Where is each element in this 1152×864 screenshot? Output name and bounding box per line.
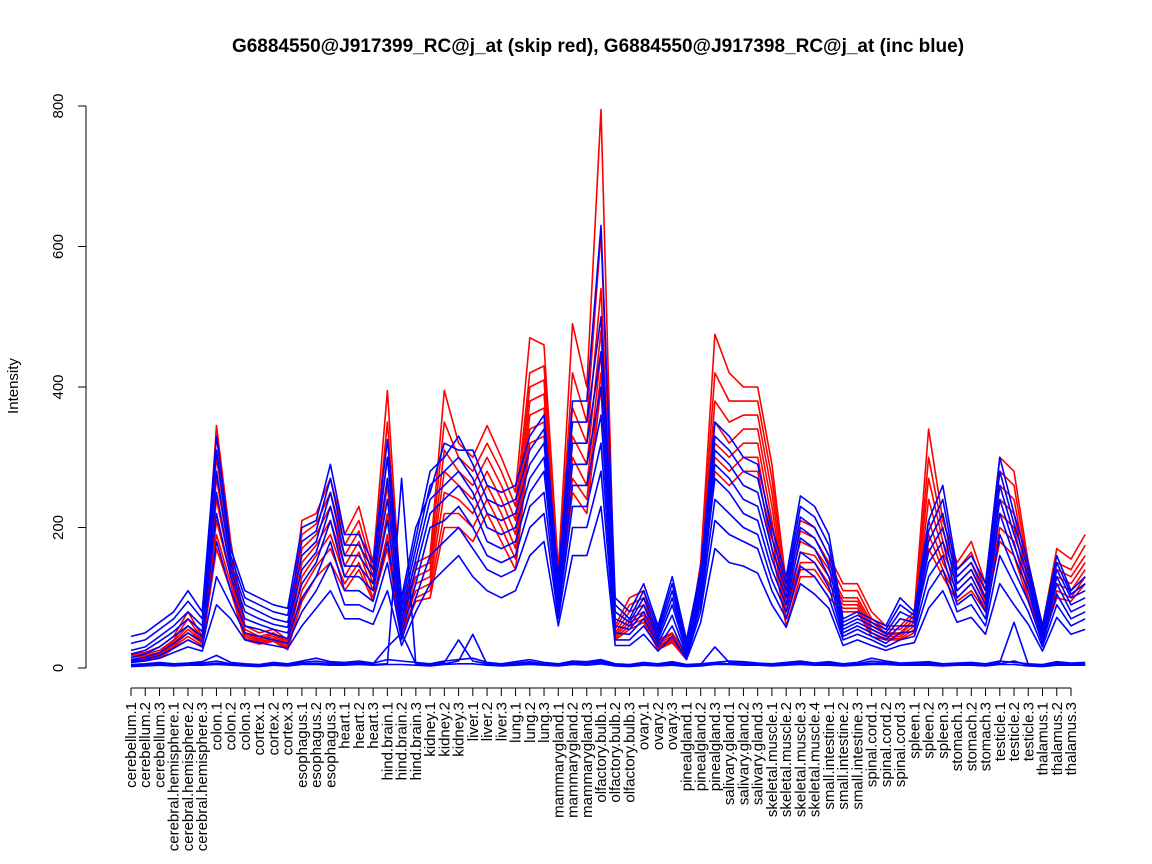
y-axis-label: Intensity [5, 358, 22, 414]
x-tick-label: salivary.gland.1 [721, 702, 738, 805]
x-tick-label: olfactory.bulb.1 [593, 702, 610, 803]
x-tick-label: heart.3 [365, 702, 382, 749]
x-tick-label: colon.1 [208, 702, 225, 750]
x-tick-label: liver.3 [493, 702, 510, 741]
inc-series-line-8 [130, 315, 1086, 645]
x-tick-label: salivary.gland.2 [735, 702, 752, 805]
x-tick-label: cerebellum.2 [137, 702, 154, 788]
y-tick-label: 600 [50, 234, 67, 259]
x-tick-label: testicle.1 [992, 702, 1009, 761]
x-tick-label: cortex.3 [280, 702, 297, 755]
x-tick-label: cerebral.hemisphere.2 [180, 702, 197, 851]
x-tick-label: cerebellum.1 [123, 702, 140, 788]
x-tick-label: testicle.3 [1020, 702, 1037, 761]
x-tick-label: liver.1 [465, 702, 482, 741]
x-tick-label: spleen.2 [921, 702, 938, 759]
x-tick-label: spinal.cord.1 [864, 702, 881, 787]
y-tick-label: 400 [50, 374, 67, 399]
x-tick-label: thalamus.2 [1049, 702, 1066, 775]
inc-series-line-11 [130, 414, 1086, 659]
x-tick-label: cortex.1 [251, 702, 268, 755]
x-tick-label: small.intestine.3 [849, 702, 866, 810]
x-tick-label: mammarygland.2 [565, 702, 582, 818]
x-tick-label: hind.brain.1 [379, 702, 396, 780]
x-tick-label: thalamus.1 [1035, 702, 1052, 775]
x-tick-label: salivary.gland.3 [750, 702, 767, 805]
x-tick-label: hind.brain.2 [394, 702, 411, 780]
x-tick-label: olfactory.bulb.3 [621, 702, 638, 803]
inc-series-line-7 [130, 224, 1086, 641]
x-tick-label: olfactory.bulb.2 [607, 702, 624, 803]
inc-series-line-15 [130, 654, 1086, 666]
x-tick-label: cortex.2 [265, 702, 282, 755]
x-tick-label: skeletal.muscle.1 [764, 702, 781, 817]
y-tick-label: 800 [50, 93, 67, 118]
x-tick-label: spinal.cord.2 [878, 702, 895, 787]
inc-series-line-9 [130, 351, 1086, 652]
x-tick-label: cerebral.hemisphere.1 [166, 702, 183, 851]
inc-series-line-10 [130, 386, 1086, 655]
x-tick-label: heart.1 [337, 702, 354, 749]
x-tick-label: esophagus.1 [294, 702, 311, 788]
inc-series-line-16 [130, 621, 1086, 667]
x-tick-label: colon.3 [237, 702, 254, 750]
x-tick-label: liver.2 [479, 702, 496, 741]
x-tick-label: skeletal.muscle.4 [807, 702, 824, 817]
x-tick-label: pinealgland.2 [693, 702, 710, 791]
x-tick-label: kidney.2 [436, 702, 453, 757]
inc-series-line-12 [130, 442, 1086, 661]
x-tick-label: pinealgland.1 [678, 702, 695, 791]
x-tick-label: stomach.3 [978, 702, 995, 771]
x-tick-label: lung.1 [508, 702, 525, 743]
x-tick-label: ovary.1 [636, 702, 653, 750]
x-tick-label: mammarygland.3 [579, 702, 596, 818]
x-tick-label: hind.brain.3 [408, 702, 425, 780]
x-tick-label: pinealgland.3 [707, 702, 724, 791]
x-tick-label: cerebral.hemisphere.3 [194, 702, 211, 851]
x-tick-label: spinal.cord.3 [892, 702, 909, 787]
x-tick-label: thalamus.3 [1063, 702, 1080, 775]
x-tick-label: kidney.1 [422, 702, 439, 757]
x-tick-label: mammarygland.1 [550, 702, 567, 818]
chart-title: G6884550@J917399_RC@j_at (skip red), G68… [232, 36, 964, 57]
y-tick-label: 200 [50, 515, 67, 540]
x-tick-label: small.intestine.2 [835, 702, 852, 810]
x-tick-label: spleen.3 [935, 702, 952, 759]
x-tick-label: lung.3 [536, 702, 553, 743]
series-lines [130, 108, 1086, 668]
x-tick-label: colon.2 [223, 702, 240, 750]
x-tick-label: cerebellum.3 [151, 702, 168, 788]
y-tick-label: 0 [50, 664, 67, 672]
x-tick-label: skeletal.muscle.3 [792, 702, 809, 817]
x-tick-label: skeletal.muscle.2 [778, 702, 795, 817]
x-tick-label: ovary.3 [664, 702, 681, 750]
axes: 0200400600800cerebellum.1cerebellum.2cer… [50, 93, 1080, 851]
inc-series-line-14 [130, 505, 1086, 664]
inc-series-line-13 [130, 470, 1086, 662]
x-tick-label: lung.2 [522, 702, 539, 743]
x-tick-label: testicle.2 [1006, 702, 1023, 761]
x-tick-label: stomach.2 [963, 702, 980, 771]
x-tick-label: esophagus.2 [308, 702, 325, 788]
x-tick-label: heart.2 [351, 702, 368, 749]
x-tick-label: ovary.2 [650, 702, 667, 750]
x-tick-label: stomach.1 [949, 702, 966, 771]
inc-series-line-18 [130, 662, 1086, 668]
x-tick-label: spleen.1 [906, 702, 923, 759]
x-tick-label: small.intestine.1 [821, 702, 838, 810]
x-tick-label: esophagus.3 [322, 702, 339, 788]
x-tick-label: kidney.3 [451, 702, 468, 757]
